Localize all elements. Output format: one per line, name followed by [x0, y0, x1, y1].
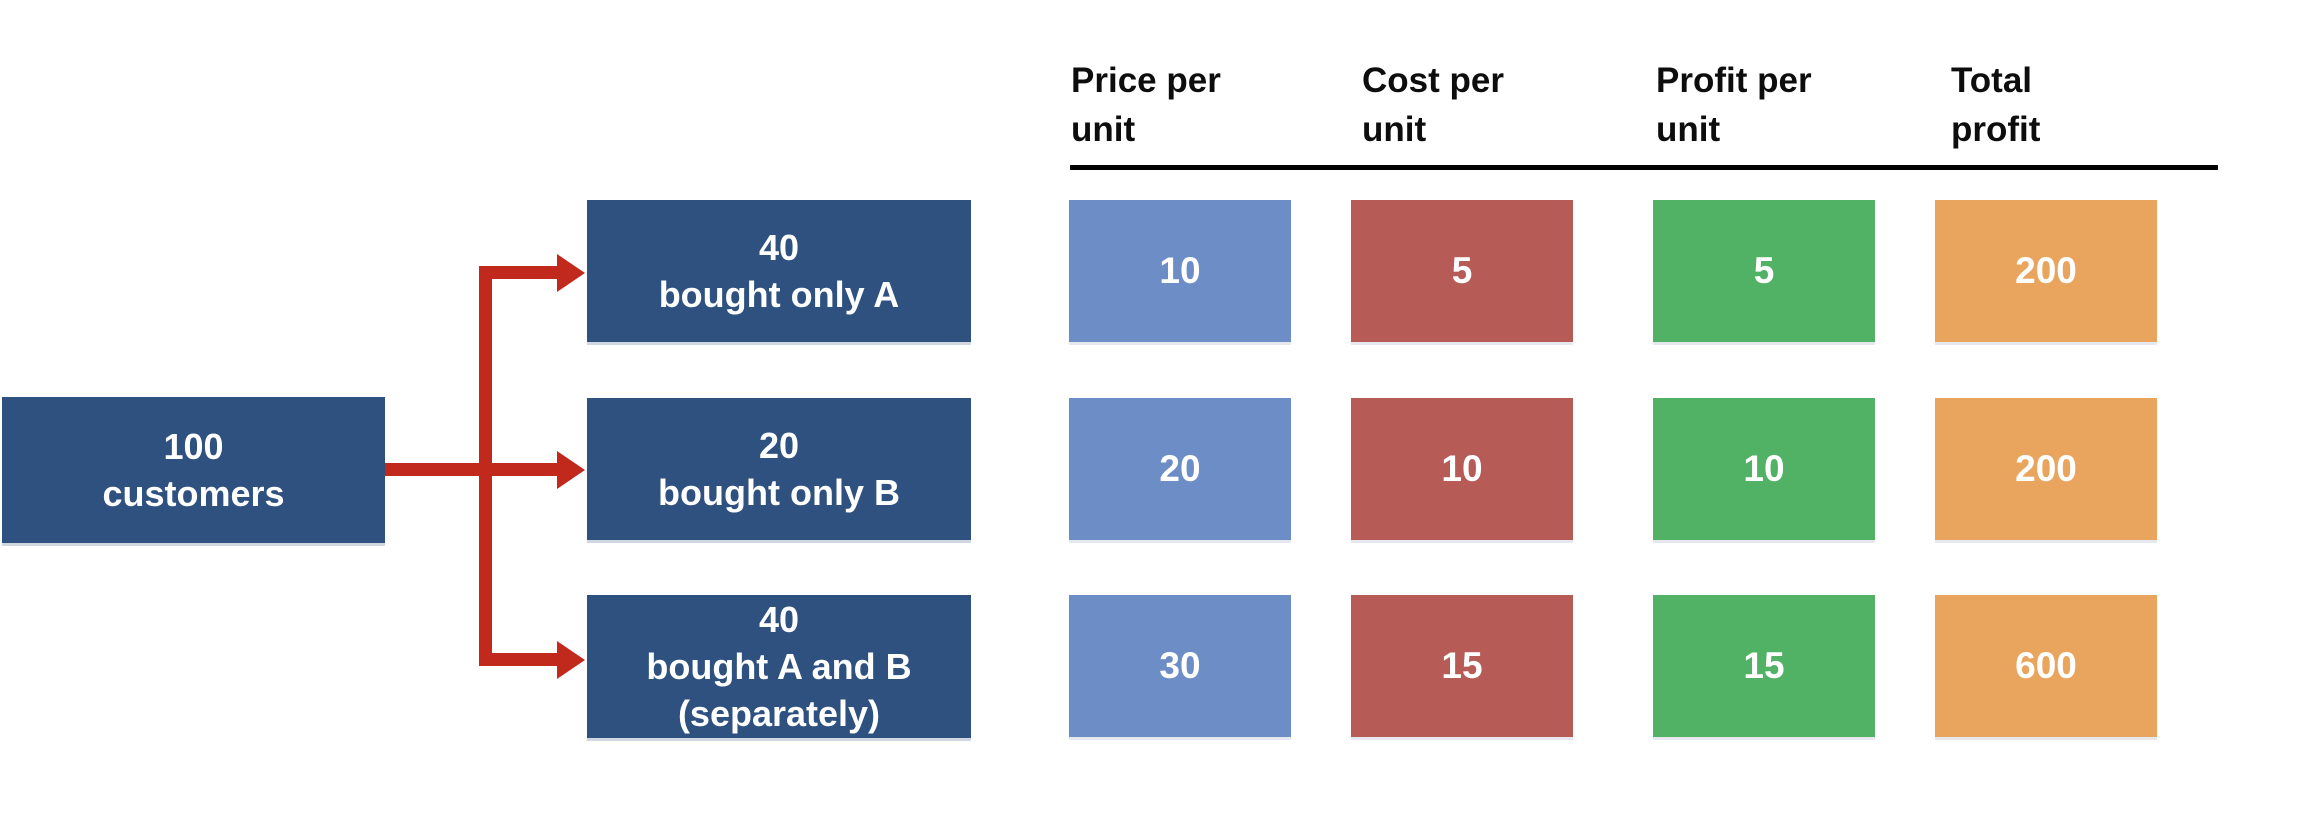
profit-cell-row1: 5: [1653, 200, 1875, 342]
arrow-head-icon: [557, 641, 585, 679]
profit-cell-row2: 10: [1653, 398, 1875, 540]
arrow-head-icon: [557, 451, 585, 489]
total-cell-row2: 200: [1935, 398, 2157, 540]
branch-ab-count: 40: [758, 599, 800, 640]
column-header-profit-per-unit: Profit per unit: [1656, 61, 1812, 149]
column-header-price-per-unit: Price per unit: [1071, 61, 1221, 149]
cost-cell-row1: 5: [1351, 200, 1573, 342]
price-cell-row3: 30: [1069, 595, 1291, 737]
flow-root-label: customers: [102, 473, 285, 514]
flow-root-box: 100 customers: [2, 397, 385, 543]
branch-b-count: 20: [758, 425, 800, 466]
branch-a-label: bought only A: [658, 274, 900, 315]
cost-cell-row3: 15: [1351, 595, 1573, 737]
flow-branch-box-a-and-b: 40 bought A and B (separately): [587, 595, 971, 738]
total-cell-row3: 600: [1935, 595, 2157, 737]
flow-arrow-top-shaft: [479, 266, 559, 279]
price-cell-row1: 10: [1069, 200, 1291, 342]
column-header-total-profit: Total profit: [1951, 61, 2041, 149]
branch-ab-label: bought A and B: [646, 646, 912, 687]
flow-arrow-bottom-shaft: [479, 653, 559, 666]
branch-a-count: 40: [758, 227, 800, 268]
price-cell-row2: 20: [1069, 398, 1291, 540]
header-underline-rule: [1070, 165, 2218, 170]
total-cell-row1: 200: [1935, 200, 2157, 342]
arrow-head-icon: [557, 254, 585, 292]
branch-ab-note: (separately): [677, 693, 881, 734]
flow-root-count: 100: [163, 426, 224, 467]
profit-cell-row3: 15: [1653, 595, 1875, 737]
branch-b-label: bought only B: [658, 472, 900, 513]
column-header-cost-per-unit: Cost per unit: [1362, 61, 1504, 149]
flow-branch-box-only-a: 40 bought only A: [587, 200, 971, 342]
cost-cell-row2: 10: [1351, 398, 1573, 540]
flow-branch-box-only-b: 20 bought only B: [587, 398, 971, 540]
flow-arrow-middle-shaft: [385, 463, 559, 476]
